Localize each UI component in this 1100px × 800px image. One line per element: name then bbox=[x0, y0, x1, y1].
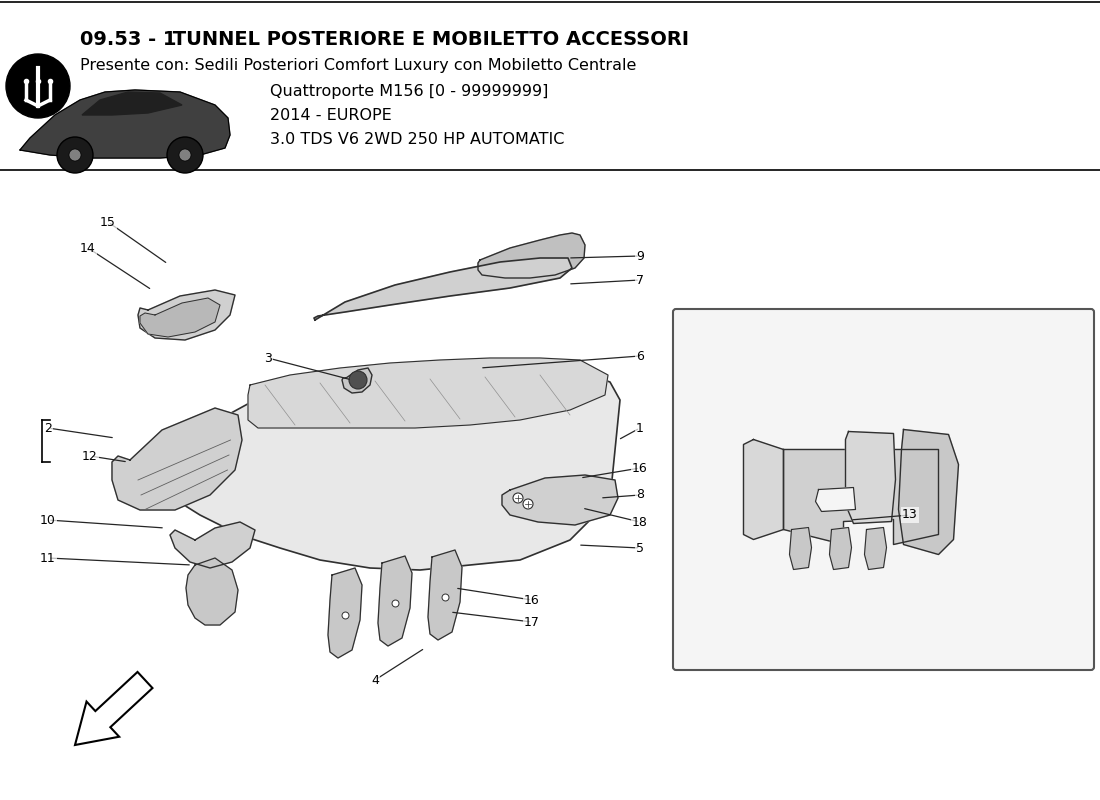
FancyArrow shape bbox=[75, 672, 153, 745]
Text: Presente con: Sedili Posteriori Comfort Luxury con Mobiletto Centrale: Presente con: Sedili Posteriori Comfort … bbox=[80, 58, 637, 73]
Text: 18: 18 bbox=[632, 515, 648, 529]
Text: 1: 1 bbox=[636, 422, 644, 434]
Text: 3: 3 bbox=[264, 351, 272, 365]
Polygon shape bbox=[186, 558, 238, 625]
Circle shape bbox=[69, 149, 81, 161]
Polygon shape bbox=[248, 358, 608, 428]
Polygon shape bbox=[815, 487, 856, 511]
Circle shape bbox=[6, 54, 70, 118]
Polygon shape bbox=[783, 450, 938, 545]
Circle shape bbox=[57, 137, 94, 173]
Text: 7: 7 bbox=[636, 274, 644, 286]
Polygon shape bbox=[502, 475, 618, 525]
Text: 14: 14 bbox=[80, 242, 96, 254]
Text: 11: 11 bbox=[40, 551, 56, 565]
Polygon shape bbox=[314, 258, 572, 320]
Polygon shape bbox=[112, 408, 242, 510]
Circle shape bbox=[522, 499, 534, 509]
Text: 09.53 - 1: 09.53 - 1 bbox=[80, 30, 176, 49]
Text: 5: 5 bbox=[636, 542, 644, 554]
Polygon shape bbox=[428, 550, 462, 640]
Text: Quattroporte M156 [0 - 99999999]: Quattroporte M156 [0 - 99999999] bbox=[270, 84, 549, 99]
Circle shape bbox=[167, 137, 204, 173]
Circle shape bbox=[513, 493, 522, 503]
Text: 12: 12 bbox=[82, 450, 98, 462]
Polygon shape bbox=[82, 92, 182, 115]
Polygon shape bbox=[140, 298, 220, 337]
Polygon shape bbox=[790, 527, 812, 570]
Text: 9: 9 bbox=[636, 250, 644, 262]
Text: 6: 6 bbox=[636, 350, 644, 362]
Polygon shape bbox=[829, 527, 851, 570]
Polygon shape bbox=[328, 568, 362, 658]
Text: TUNNEL POSTERIORE E MOBILETTO ACCESSORI: TUNNEL POSTERIORE E MOBILETTO ACCESSORI bbox=[165, 30, 689, 49]
Polygon shape bbox=[135, 368, 620, 570]
Text: 16: 16 bbox=[524, 594, 540, 606]
Text: 15: 15 bbox=[100, 215, 116, 229]
Circle shape bbox=[349, 371, 367, 389]
Polygon shape bbox=[899, 430, 958, 554]
Polygon shape bbox=[378, 556, 412, 646]
Text: 13: 13 bbox=[902, 509, 917, 522]
Polygon shape bbox=[170, 522, 255, 568]
FancyBboxPatch shape bbox=[673, 309, 1094, 670]
Polygon shape bbox=[478, 233, 585, 278]
Polygon shape bbox=[744, 439, 783, 539]
Polygon shape bbox=[865, 527, 887, 570]
Text: 16: 16 bbox=[632, 462, 648, 474]
Circle shape bbox=[179, 149, 191, 161]
Polygon shape bbox=[138, 290, 235, 340]
Text: 17: 17 bbox=[524, 615, 540, 629]
Text: 2: 2 bbox=[44, 422, 52, 434]
Polygon shape bbox=[342, 368, 372, 393]
Text: 4: 4 bbox=[371, 674, 378, 686]
Text: 10: 10 bbox=[40, 514, 56, 526]
Polygon shape bbox=[846, 431, 895, 523]
Polygon shape bbox=[20, 90, 230, 158]
Text: 2014 - EUROPE: 2014 - EUROPE bbox=[270, 108, 392, 123]
Text: 3.0 TDS V6 2WD 250 HP AUTOMATIC: 3.0 TDS V6 2WD 250 HP AUTOMATIC bbox=[270, 132, 564, 147]
Text: 8: 8 bbox=[636, 489, 644, 502]
